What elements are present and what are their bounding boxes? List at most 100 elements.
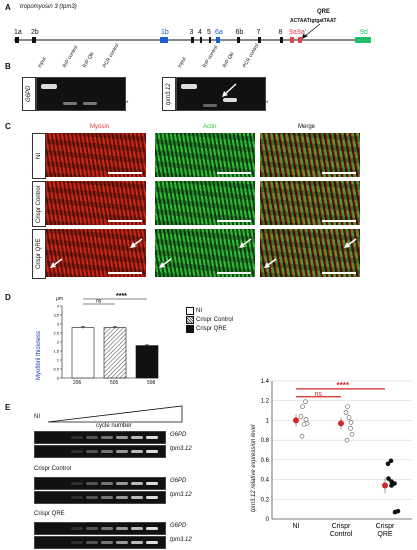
scatter-chart: 00.20.40.60.811.21.4NI CrisprControlCrisp…	[261, 379, 412, 538]
gel-band	[116, 450, 128, 453]
arrow-icon	[50, 262, 56, 268]
ns-label: ns	[96, 299, 102, 305]
pcr-gel	[34, 536, 166, 549]
exon-label: 9a	[289, 29, 297, 36]
gel-band	[131, 482, 143, 485]
legend: NI Crispr Control Crispr QRE	[186, 307, 233, 333]
gel-image	[176, 77, 266, 111]
gel-group-label: Crispr QRE	[34, 511, 65, 517]
arrow-icon	[133, 238, 143, 246]
pcr-gel	[34, 477, 166, 490]
y-tick-label: 0.6	[261, 458, 270, 464]
micrograph	[260, 181, 360, 225]
mean-point	[293, 417, 299, 424]
y-tick-label: 3	[57, 322, 60, 327]
arrow-icon	[159, 238, 252, 268]
y-tick-label: 1	[266, 418, 270, 424]
exon-label: 2b	[31, 29, 39, 36]
data-point	[388, 458, 394, 464]
gel-band	[131, 436, 143, 439]
gel-band	[86, 436, 98, 439]
bar-count: 505	[110, 380, 119, 386]
gel-gene-label: G6PD	[22, 77, 36, 111]
data-point	[344, 437, 350, 443]
gel-band	[116, 527, 128, 530]
column-title-myosin: Myosin	[90, 124, 110, 130]
sig-label: ****	[337, 381, 350, 390]
gel-band	[86, 541, 98, 544]
data-point	[299, 433, 305, 439]
bar-count: 296	[73, 380, 82, 386]
scale-bar	[108, 220, 142, 222]
ni-label: NI	[34, 414, 40, 420]
gel-band	[131, 496, 143, 499]
gel-band	[101, 482, 113, 485]
arrow-icon	[347, 238, 357, 246]
x-tick-label: QRE	[377, 531, 393, 538]
gel-band	[116, 541, 128, 544]
gel-star: *	[266, 101, 269, 107]
gene-label: tpm3.12	[170, 537, 192, 543]
bar-count: 598	[147, 380, 156, 386]
bar	[103, 327, 127, 379]
x-tick-label: Crispr	[332, 523, 351, 530]
data-point	[345, 404, 350, 409]
gel-image	[36, 77, 126, 111]
scale-bar	[322, 172, 356, 174]
arrow-icon	[264, 238, 357, 268]
gel-band	[86, 527, 98, 530]
gel-band	[223, 98, 237, 102]
panel-b-label: B	[5, 62, 11, 71]
exon-box	[32, 37, 36, 43]
pcr-gel	[34, 491, 166, 504]
gel-band	[86, 450, 98, 453]
gene-label: tpm3.12	[170, 446, 192, 452]
exon-box	[209, 37, 211, 43]
y-tick-label: 0.2	[261, 497, 270, 503]
data-point	[346, 415, 352, 420]
exon-box	[200, 37, 202, 43]
arrow-icon	[222, 83, 237, 97]
gel-band	[146, 450, 158, 453]
legend-item: NI	[186, 307, 233, 315]
micrograph	[260, 229, 360, 277]
gel-band	[71, 450, 83, 453]
gel-band	[71, 527, 83, 530]
row-label-crispr-control: Crispr Control	[32, 181, 46, 227]
y-tick-label: 0.4	[261, 478, 270, 484]
data-point	[300, 404, 305, 409]
gel-star: *	[126, 101, 129, 107]
data-point	[301, 422, 307, 427]
gel-band	[116, 436, 128, 439]
arrow-icon	[242, 238, 252, 246]
gel-band	[116, 482, 128, 485]
bar	[71, 327, 95, 379]
exon-box	[15, 37, 19, 43]
y-tick-label: 0.8	[261, 438, 270, 444]
data-point	[303, 417, 309, 422]
gel-band	[101, 541, 113, 544]
gene-title: tropomyosin 3 (tpm3)	[20, 4, 77, 10]
y-tick-label: 1	[57, 358, 60, 363]
pcr-gel	[34, 522, 166, 535]
data-point	[395, 508, 401, 514]
arrow-icon	[239, 242, 245, 248]
data-point	[303, 399, 308, 405]
data-point	[348, 420, 354, 425]
gel-band	[71, 496, 83, 499]
exon-box	[298, 37, 302, 43]
micrograph	[155, 229, 255, 277]
row-label-crispr-qre: Crispr QRE	[32, 229, 46, 279]
gel-band	[63, 102, 77, 105]
gel-band	[86, 482, 98, 485]
column-title-merge: Merge	[298, 124, 316, 130]
scale-bar	[322, 272, 356, 274]
arrow-icon	[267, 258, 277, 266]
y-tick-label: 0	[57, 376, 60, 381]
scale-bar	[217, 272, 251, 274]
row-label-ni: NI	[32, 133, 46, 179]
ns-label: ns	[315, 391, 323, 398]
gel-band	[71, 436, 83, 439]
arrow-icon	[162, 258, 172, 266]
exon-label: 8	[279, 29, 283, 36]
